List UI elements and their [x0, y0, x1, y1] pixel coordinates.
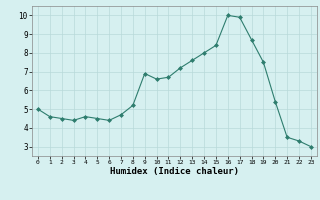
X-axis label: Humidex (Indice chaleur): Humidex (Indice chaleur): [110, 167, 239, 176]
